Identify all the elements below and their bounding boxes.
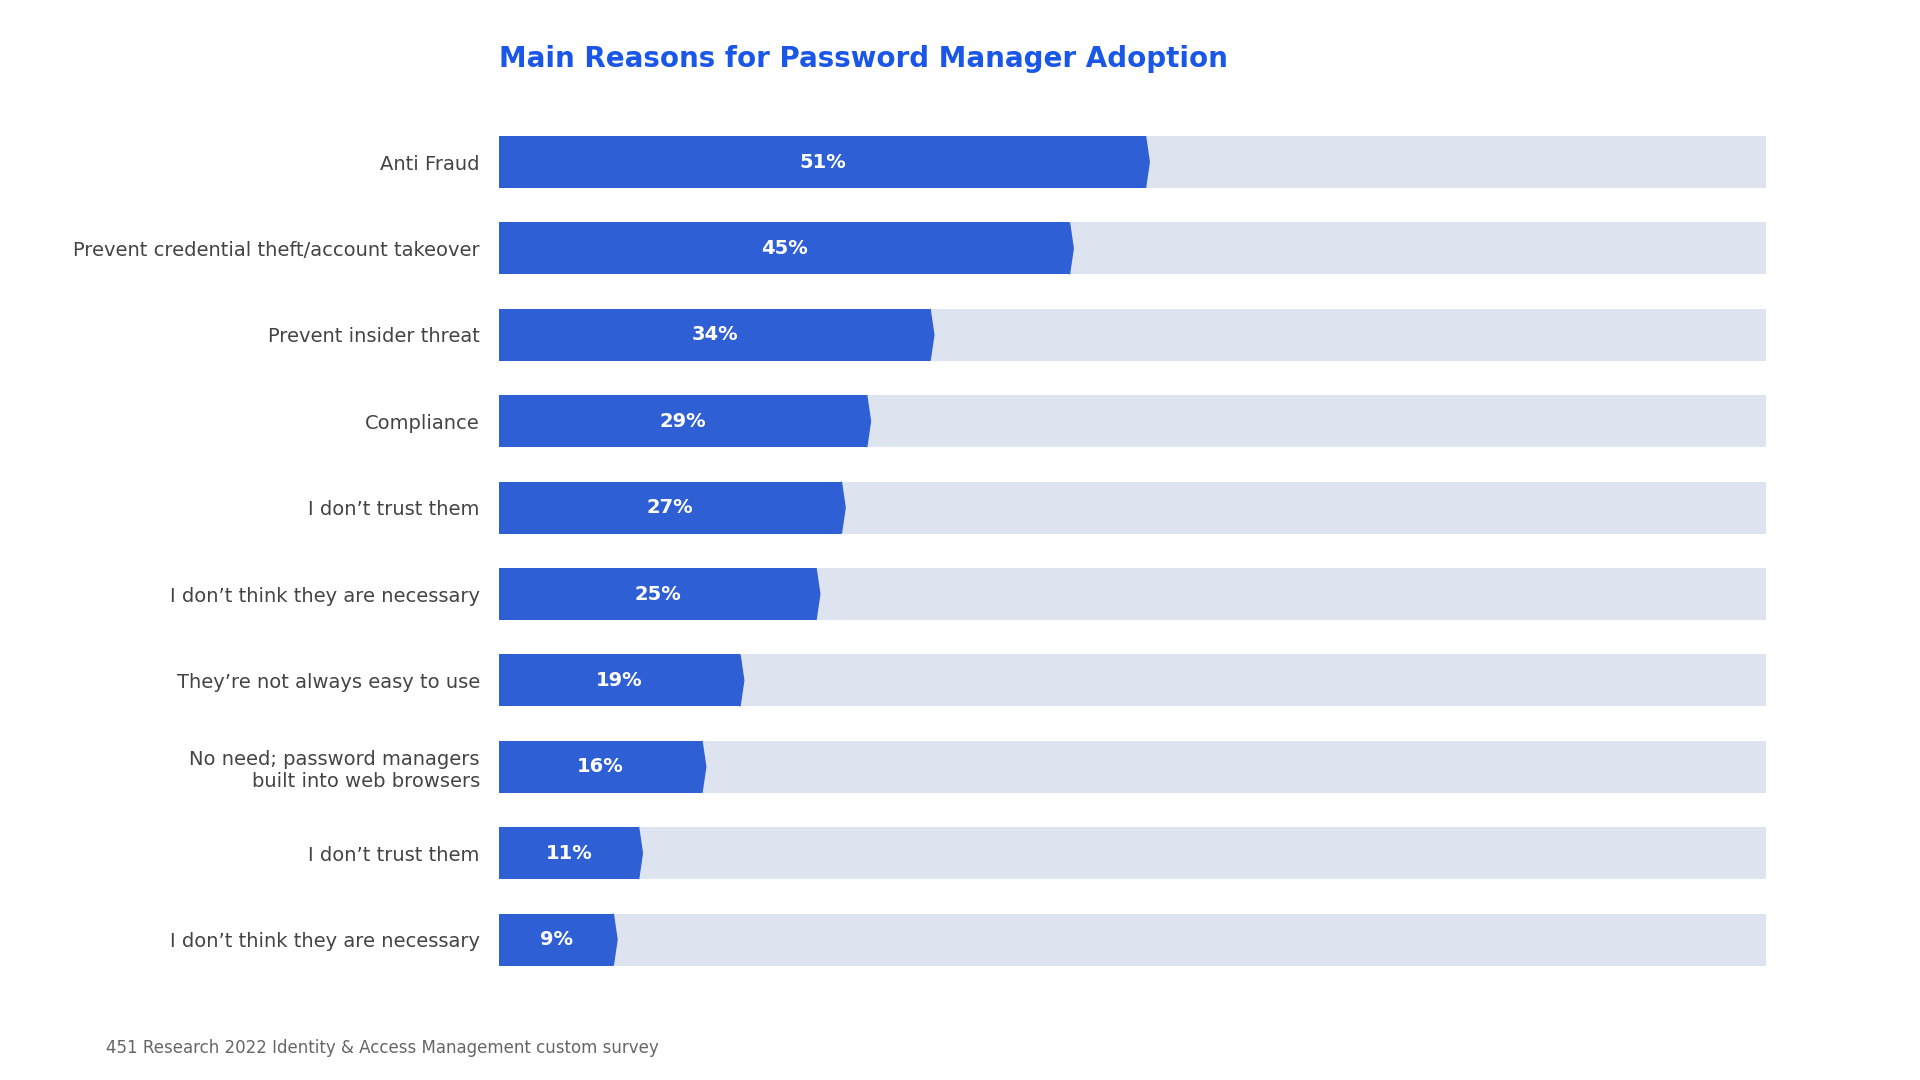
FancyBboxPatch shape: [499, 395, 866, 447]
FancyBboxPatch shape: [499, 827, 639, 879]
Polygon shape: [866, 395, 870, 447]
Polygon shape: [739, 654, 743, 706]
FancyBboxPatch shape: [499, 914, 1766, 966]
Text: Main Reasons for Password Manager Adoption: Main Reasons for Password Manager Adopti…: [499, 44, 1229, 72]
FancyBboxPatch shape: [499, 654, 1766, 706]
Text: 51%: 51%: [799, 152, 845, 172]
Text: 27%: 27%: [647, 498, 693, 517]
Polygon shape: [929, 309, 933, 361]
FancyBboxPatch shape: [499, 827, 1766, 879]
FancyBboxPatch shape: [499, 309, 929, 361]
FancyBboxPatch shape: [499, 136, 1146, 188]
Polygon shape: [1069, 222, 1073, 274]
Polygon shape: [1146, 136, 1150, 188]
FancyBboxPatch shape: [499, 395, 1766, 447]
Text: 9%: 9%: [540, 930, 572, 949]
Polygon shape: [639, 827, 643, 879]
Polygon shape: [703, 741, 707, 793]
Text: 451 Research 2022 Identity & Access Management custom survey: 451 Research 2022 Identity & Access Mana…: [106, 1039, 659, 1057]
FancyBboxPatch shape: [499, 136, 1766, 188]
FancyBboxPatch shape: [499, 568, 816, 620]
Polygon shape: [816, 568, 820, 620]
FancyBboxPatch shape: [499, 741, 703, 793]
Text: 19%: 19%: [597, 671, 643, 690]
FancyBboxPatch shape: [499, 914, 612, 966]
Text: 34%: 34%: [691, 325, 737, 345]
Text: 11%: 11%: [545, 843, 591, 863]
FancyBboxPatch shape: [499, 222, 1766, 274]
FancyBboxPatch shape: [499, 309, 1766, 361]
FancyBboxPatch shape: [499, 654, 739, 706]
FancyBboxPatch shape: [499, 222, 1069, 274]
Polygon shape: [612, 914, 616, 966]
Text: 45%: 45%: [760, 239, 808, 258]
FancyBboxPatch shape: [499, 741, 1766, 793]
Polygon shape: [841, 482, 845, 534]
FancyBboxPatch shape: [499, 482, 1766, 534]
FancyBboxPatch shape: [499, 482, 841, 534]
Text: 25%: 25%: [634, 584, 682, 604]
Text: 16%: 16%: [578, 757, 624, 777]
Text: 29%: 29%: [660, 411, 707, 431]
FancyBboxPatch shape: [499, 568, 1766, 620]
